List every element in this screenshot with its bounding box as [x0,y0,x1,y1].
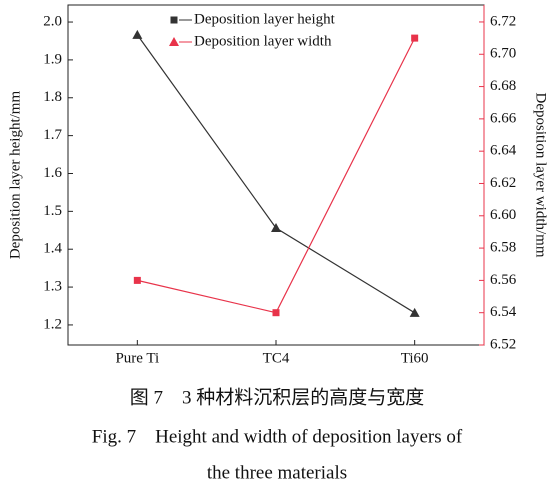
y2-tick-label: 6.54 [490,304,517,320]
y2-tick-label: 6.60 [490,207,516,223]
caption-en: Fig. 7 Height and width of deposition la… [92,426,463,447]
y-tick-label: 2.0 [43,13,62,29]
y2-tick-label: 6.68 [490,78,516,94]
x-tick-label: Ti60 [401,350,429,366]
y-tick-label: 1.3 [43,279,62,295]
series-line [137,37,416,314]
y2-tick-label: 6.66 [490,110,517,126]
y-tick-label: 1.6 [43,165,62,181]
y-tick-label: 1.5 [43,203,62,219]
y2-tick-label: 6.62 [490,175,516,191]
plot-frame [67,4,485,346]
y-tick-label: 1.7 [43,127,62,143]
y2-tick-label: 6.70 [490,46,516,62]
caption-en: the three materials [207,462,347,483]
y2-tick-label: 6.52 [490,336,516,352]
y-tick-label: 1.2 [43,316,62,332]
marker [271,223,281,233]
y-tick-label: 1.9 [43,51,62,67]
y-tick-label: 1.4 [43,241,62,257]
y2-axis-label: Deposition layer width/mm [533,93,549,258]
marker [132,29,143,39]
legend-label: Deposition layer width [194,33,332,49]
x-tick-label: TC4 [263,350,290,366]
marker [411,34,419,42]
y-axis-label: Deposition layer height/mm [7,91,23,260]
marker [272,309,280,317]
x-tick-label: Pure Ti [115,350,159,366]
legend-label: Deposition layer height [194,11,336,27]
y2-tick-label: 6.64 [490,143,517,159]
marker [409,307,420,317]
y2-tick-label: 6.58 [490,240,516,256]
y2-tick-label: 6.56 [490,272,517,288]
caption-cn: 图 7 3 种材料沉积层的高度与宽度 [130,386,425,408]
legend-marker [169,37,179,46]
y2-tick-label: 6.72 [490,13,516,29]
legend-marker [170,16,178,24]
marker [133,276,141,284]
y-tick-label: 1.8 [43,89,62,105]
series-line [136,34,415,314]
